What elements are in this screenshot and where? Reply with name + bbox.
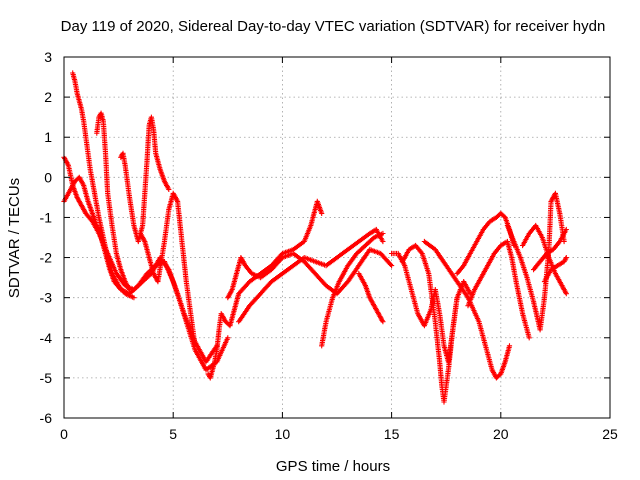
series-trace-14: [421, 238, 513, 381]
data-series: [61, 70, 569, 405]
series-markers: [118, 114, 172, 245]
x-tick-label: 0: [60, 426, 68, 442]
y-tick-label: -1: [40, 209, 53, 225]
x-tick-label: 15: [384, 426, 400, 442]
y-tick-label: -5: [40, 370, 53, 386]
series-markers: [236, 226, 386, 325]
y-tick-label: -6: [40, 410, 53, 426]
x-axis-label: GPS time / hours: [276, 458, 390, 475]
y-axis-ticks: -6 -5 -4 -3 -2 -1 0 1 2 3: [40, 49, 610, 426]
series-trace-1: [61, 174, 220, 365]
x-tick-label: 25: [602, 426, 618, 442]
chart-title: Day 119 of 2020, Sidereal Day-to-day VTE…: [61, 18, 606, 35]
series-markers: [61, 174, 220, 365]
series-markers: [61, 154, 231, 373]
y-axis-label: SDTVAR / TECUs: [6, 178, 23, 298]
y-tick-label: -4: [40, 330, 53, 346]
y-tick-label: 2: [44, 89, 52, 105]
plot-frame: [63, 56, 611, 419]
x-tick-label: 10: [275, 426, 291, 442]
series-markers: [94, 110, 133, 293]
series-markers: [356, 271, 386, 325]
y-tick-label: 0: [44, 169, 52, 185]
series-trace-20: [541, 255, 569, 285]
series-markers: [531, 226, 569, 273]
series-markers: [541, 255, 569, 285]
y-tick-label: 1: [44, 129, 52, 145]
series-trace-4: [94, 110, 133, 293]
series-trace-3: [70, 70, 137, 301]
series-trace-9: [236, 226, 386, 325]
series-markers: [465, 238, 532, 341]
series-trace-16: [465, 238, 532, 341]
series-markers: [399, 242, 460, 405]
series-markers: [504, 190, 567, 333]
series-trace-17: [504, 190, 567, 333]
series-trace-19: [531, 226, 569, 273]
series-trace-2: [61, 154, 231, 373]
x-axis-ticks: 0 5 10 15 20 25: [60, 57, 618, 442]
series-markers: [70, 70, 137, 301]
x-tick-label: 5: [169, 426, 177, 442]
series-trace-13: [399, 242, 460, 405]
series-trace-11: [356, 271, 386, 325]
x-tick-label: 20: [493, 426, 509, 442]
y-tick-label: -2: [40, 250, 53, 266]
series-markers: [319, 230, 386, 349]
series-trace-6: [137, 190, 198, 349]
series-markers: [137, 190, 198, 349]
y-tick-label: -3: [40, 290, 53, 306]
y-tick-label: 3: [44, 49, 52, 65]
series-trace-5: [118, 114, 172, 245]
series-markers: [421, 238, 513, 381]
series-trace-10: [319, 230, 386, 349]
